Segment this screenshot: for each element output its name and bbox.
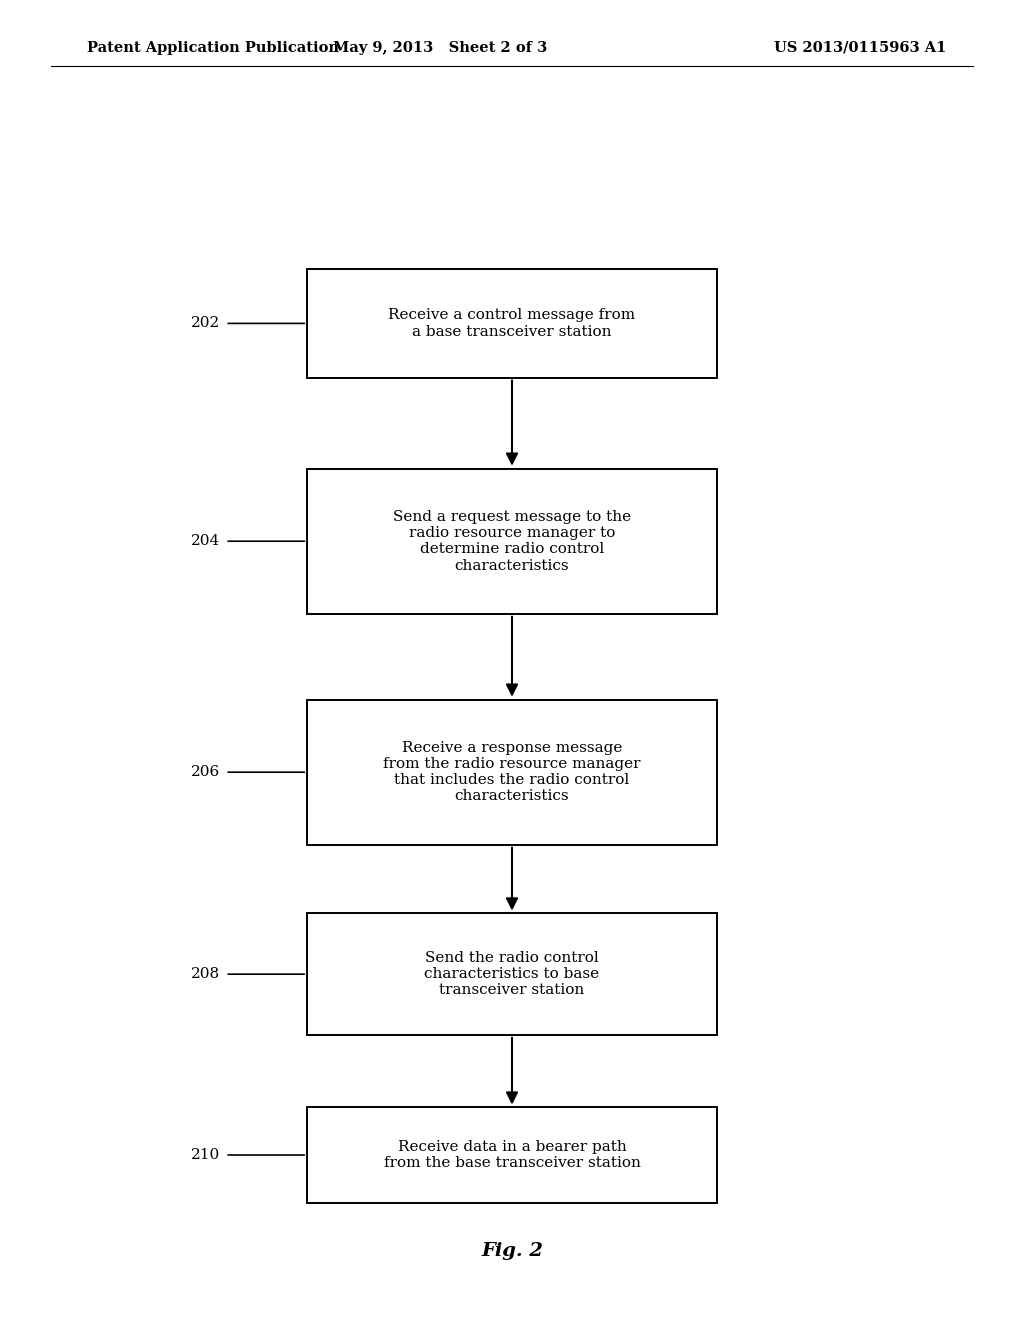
FancyBboxPatch shape xyxy=(307,700,717,845)
FancyBboxPatch shape xyxy=(307,269,717,378)
Text: Receive a response message
from the radio resource manager
that includes the rad: Receive a response message from the radi… xyxy=(383,741,641,804)
Text: 202: 202 xyxy=(190,317,220,330)
FancyBboxPatch shape xyxy=(307,469,717,614)
Text: Receive data in a bearer path
from the base transceiver station: Receive data in a bearer path from the b… xyxy=(384,1140,640,1170)
Text: Receive a control message from
a base transceiver station: Receive a control message from a base tr… xyxy=(388,309,636,338)
Text: US 2013/0115963 A1: US 2013/0115963 A1 xyxy=(774,41,946,54)
Text: May 9, 2013   Sheet 2 of 3: May 9, 2013 Sheet 2 of 3 xyxy=(333,41,548,54)
FancyBboxPatch shape xyxy=(307,1107,717,1203)
FancyBboxPatch shape xyxy=(307,913,717,1035)
Text: 206: 206 xyxy=(190,766,220,779)
Text: Send the radio control
characteristics to base
transceiver station: Send the radio control characteristics t… xyxy=(424,950,600,998)
Text: Patent Application Publication: Patent Application Publication xyxy=(87,41,339,54)
Text: Send a request message to the
radio resource manager to
determine radio control
: Send a request message to the radio reso… xyxy=(393,510,631,573)
Text: 208: 208 xyxy=(191,968,220,981)
Text: 204: 204 xyxy=(190,535,220,548)
Text: 210: 210 xyxy=(190,1148,220,1162)
Text: Fig. 2: Fig. 2 xyxy=(481,1242,543,1261)
